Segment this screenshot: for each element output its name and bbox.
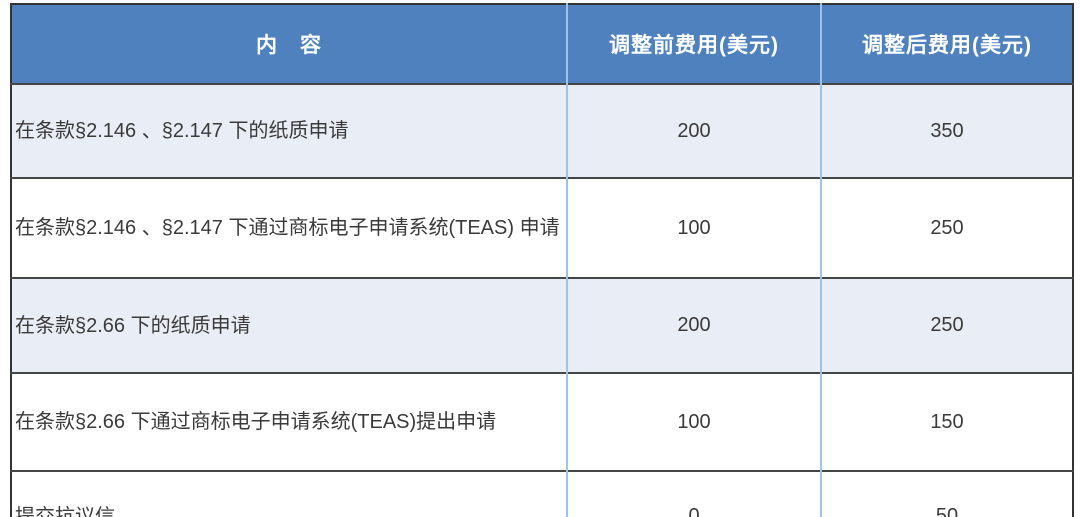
cell-fee-before: 100 [566,372,821,471]
cell-fee-before: 200 [566,277,821,373]
column-header-fee-before: 调整前费用(美元) [566,4,821,84]
cell-content: 在条款§2.66 下的纸质申请 [11,277,567,373]
cell-fee-after: 350 [820,83,1073,178]
cell-fee-after: 50 [820,470,1073,517]
cell-fee-after: 250 [820,277,1073,373]
column-header-content: 内 容 [11,4,567,84]
cell-content: 在条款§2.66 下通过商标电子申请系统(TEAS)提出申请 [11,372,567,471]
header-row: 内 容 调整前费用(美元) 调整后费用(美元) [11,4,1073,84]
fee-table-header: 内 容 调整前费用(美元) 调整后费用(美元) [11,4,1073,84]
cell-content: 在条款§2.146 、§2.147 下的纸质申请 [11,83,567,178]
cell-fee-before: 100 [566,177,821,278]
cell-content: 提交抗议信 [11,470,567,517]
cell-fee-before: 200 [566,83,821,178]
table-row: 在条款§2.146 、§2.147 下的纸质申请 200 350 [11,83,1073,178]
table-row: 在条款§2.66 下通过商标电子申请系统(TEAS)提出申请 100 150 [11,372,1073,471]
table-row: 在条款§2.66 下的纸质申请 200 250 [11,277,1073,373]
cell-content: 在条款§2.146 、§2.147 下通过商标电子申请系统(TEAS) 申请 [11,177,567,278]
table-row: 在条款§2.146 、§2.147 下通过商标电子申请系统(TEAS) 申请 1… [11,177,1073,278]
column-header-fee-after: 调整后费用(美元) [820,4,1073,84]
fee-table-body: 在条款§2.146 、§2.147 下的纸质申请 200 350 在条款§2.1… [11,83,1073,517]
table-row: 提交抗议信 0 50 [11,470,1073,517]
fee-table: 内 容 调整前费用(美元) 调整后费用(美元) 在条款§2.146 、§2.14… [10,3,1074,517]
cell-fee-after: 250 [820,177,1073,278]
cell-fee-before: 0 [566,470,821,517]
cell-fee-after: 150 [820,372,1073,471]
